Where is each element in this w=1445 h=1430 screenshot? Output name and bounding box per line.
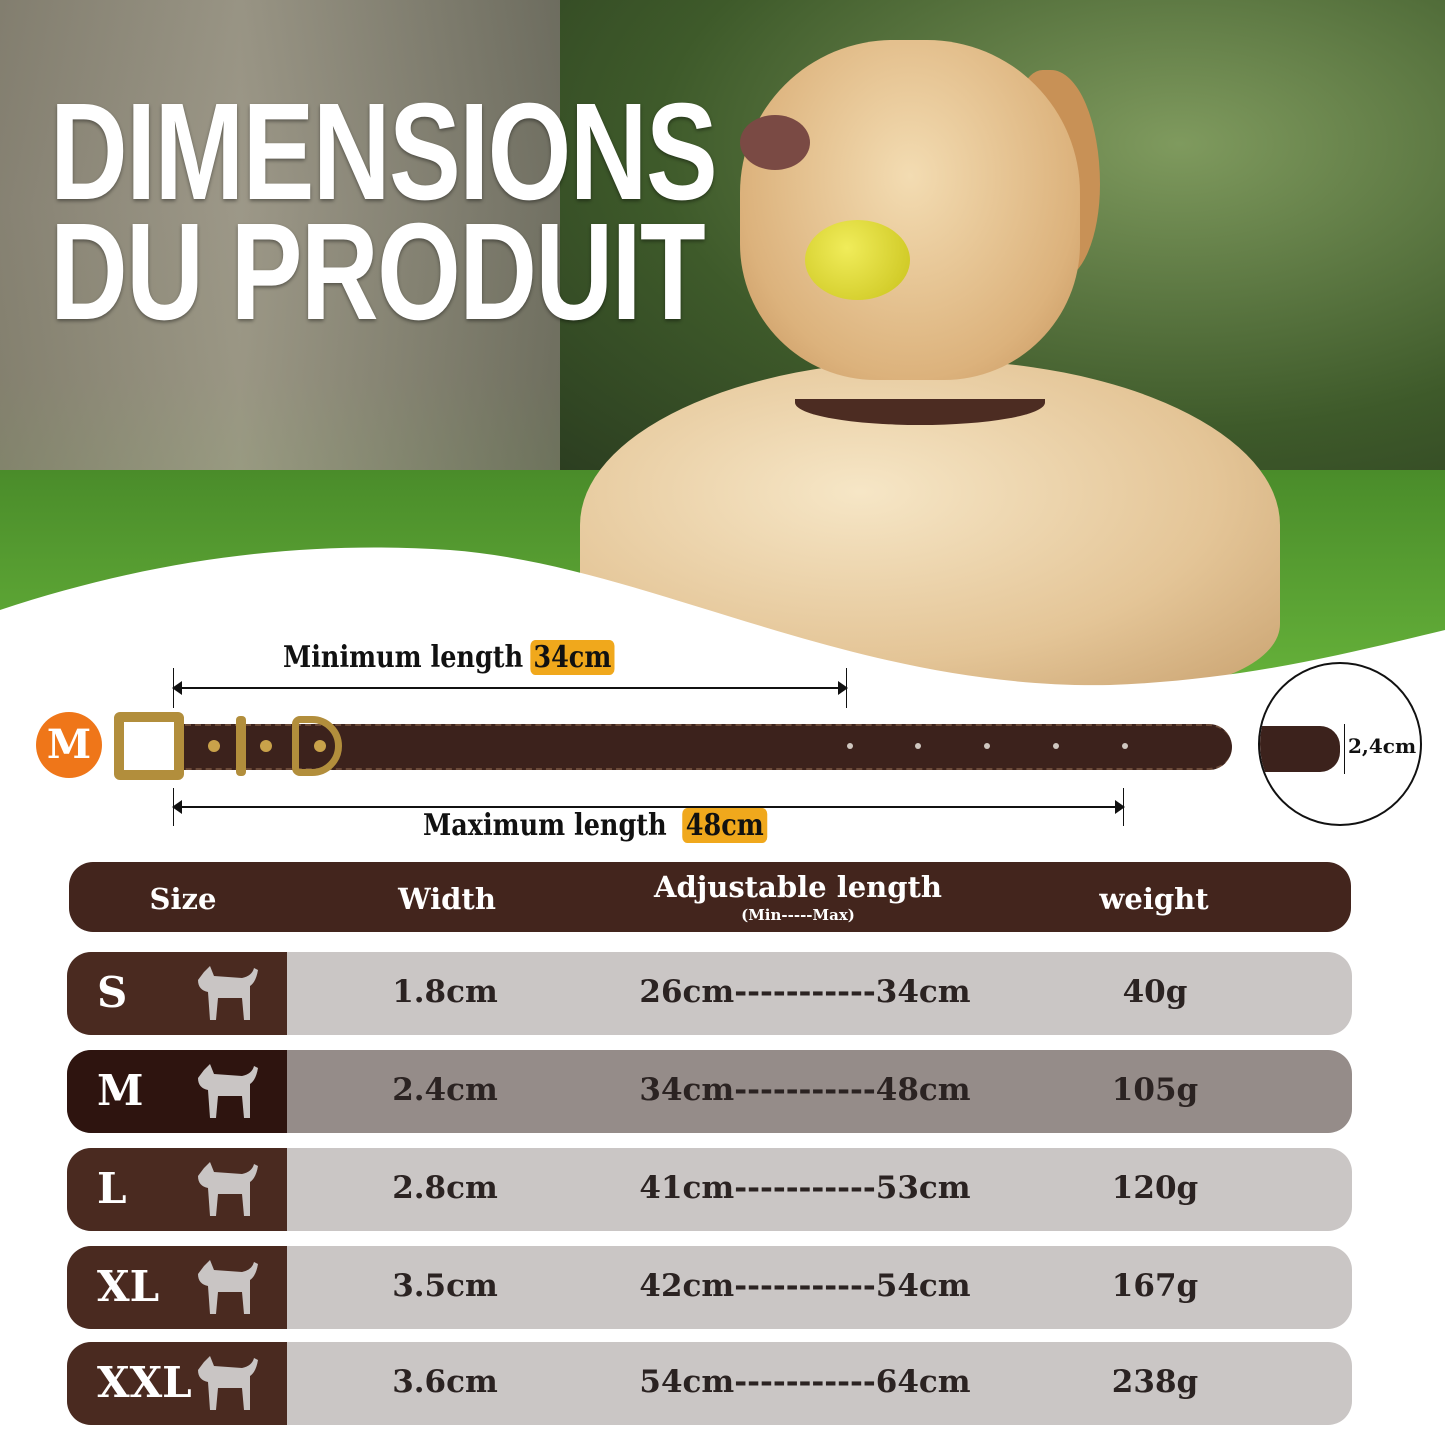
size-label: XXL bbox=[97, 1358, 192, 1407]
size-cell: XXL bbox=[67, 1342, 287, 1425]
header-width: Width bbox=[398, 882, 496, 916]
title-line-2: DU PRODUIT bbox=[50, 195, 706, 349]
dog-silhouette-icon bbox=[198, 1162, 258, 1216]
page-title: DIMENSIONS DU PRODUIT bbox=[50, 75, 718, 349]
weight-cell: 40g bbox=[1122, 974, 1188, 1010]
size-label: M bbox=[97, 1066, 144, 1115]
size-cell: L bbox=[67, 1148, 287, 1231]
weight-cell: 167g bbox=[1111, 1268, 1199, 1304]
weight-cell: 105g bbox=[1111, 1072, 1199, 1108]
length-cell: 34cm-----------48cm bbox=[639, 1072, 971, 1108]
buckle bbox=[114, 712, 184, 780]
header-length: Adjustable length bbox=[653, 870, 943, 904]
rivet bbox=[208, 740, 220, 752]
length-cell: 26cm-----------34cm bbox=[639, 974, 971, 1010]
table-header: Size Width Adjustable length (Min-----Ma… bbox=[69, 862, 1351, 932]
min-length-arrow bbox=[172, 681, 848, 695]
d-ring bbox=[292, 716, 342, 776]
width-cell: 2.4cm bbox=[392, 1072, 498, 1108]
length-cell: 54cm-----------64cm bbox=[639, 1364, 971, 1400]
hole bbox=[984, 743, 990, 749]
dog-silhouette-icon bbox=[198, 1356, 258, 1410]
header-size: Size bbox=[149, 882, 217, 916]
size-label: S bbox=[97, 968, 128, 1017]
width-detail-circle: 2,4cm bbox=[1258, 662, 1422, 826]
rivet bbox=[314, 740, 326, 752]
dog-silhouette-icon bbox=[198, 1260, 258, 1314]
hole bbox=[847, 743, 853, 749]
dog-head bbox=[740, 40, 1080, 380]
weight-cell: 238g bbox=[1111, 1364, 1199, 1400]
table-row: XXL 3.6cm 54cm-----------64cm 238g bbox=[67, 1342, 1352, 1425]
width-label: 2,4cm bbox=[1348, 734, 1417, 758]
strap-end bbox=[1260, 726, 1340, 772]
min-length-value: 34cm bbox=[529, 640, 615, 675]
keeper-loop bbox=[236, 716, 246, 776]
size-badge: M bbox=[36, 712, 102, 778]
size-cell: M bbox=[67, 1050, 287, 1133]
min-length-label: Minimum length 34cm bbox=[283, 640, 615, 675]
table-row: M 2.4cm 34cm-----------48cm 105g bbox=[67, 1050, 1352, 1133]
weight-cell: 120g bbox=[1111, 1170, 1199, 1206]
header-weight: weight bbox=[1099, 882, 1209, 916]
dog-collar bbox=[795, 380, 1045, 425]
table-row: XL 3.5cm 42cm-----------54cm 167g bbox=[67, 1246, 1352, 1329]
table-row: L 2.8cm 41cm-----------53cm 120g bbox=[67, 1148, 1352, 1231]
hero-photo bbox=[0, 0, 1445, 690]
hole bbox=[1053, 743, 1059, 749]
table-row: S 1.8cm 26cm-----------34cm 40g bbox=[67, 952, 1352, 1035]
rivet bbox=[260, 740, 272, 752]
width-cell: 1.8cm bbox=[392, 974, 498, 1010]
width-cell: 2.8cm bbox=[392, 1170, 498, 1206]
width-cell: 3.5cm bbox=[392, 1268, 498, 1304]
dog-silhouette-icon bbox=[198, 966, 258, 1020]
header-length-sub: (Min-----Max) bbox=[741, 906, 855, 924]
size-cell: S bbox=[67, 952, 287, 1035]
length-cell: 42cm-----------54cm bbox=[639, 1268, 971, 1304]
title-line-1: DIMENSIONS bbox=[50, 75, 718, 229]
max-length-arrow bbox=[172, 800, 1125, 814]
width-marker bbox=[1344, 724, 1345, 774]
size-label: XL bbox=[97, 1262, 160, 1311]
width-cell: 3.6cm bbox=[392, 1364, 498, 1400]
dog-nose bbox=[740, 115, 810, 170]
max-length-label: Maximum length 48cm bbox=[423, 808, 768, 843]
tennis-ball bbox=[805, 220, 910, 300]
size-label: L bbox=[97, 1164, 127, 1213]
wave-divider bbox=[0, 547, 1445, 710]
size-cell: XL bbox=[67, 1246, 287, 1329]
background-building bbox=[0, 0, 600, 470]
dog-silhouette-icon bbox=[198, 1064, 258, 1118]
max-length-value: 48cm bbox=[682, 808, 768, 843]
hole bbox=[1122, 743, 1128, 749]
length-cell: 41cm-----------53cm bbox=[639, 1170, 971, 1206]
hole bbox=[915, 743, 921, 749]
